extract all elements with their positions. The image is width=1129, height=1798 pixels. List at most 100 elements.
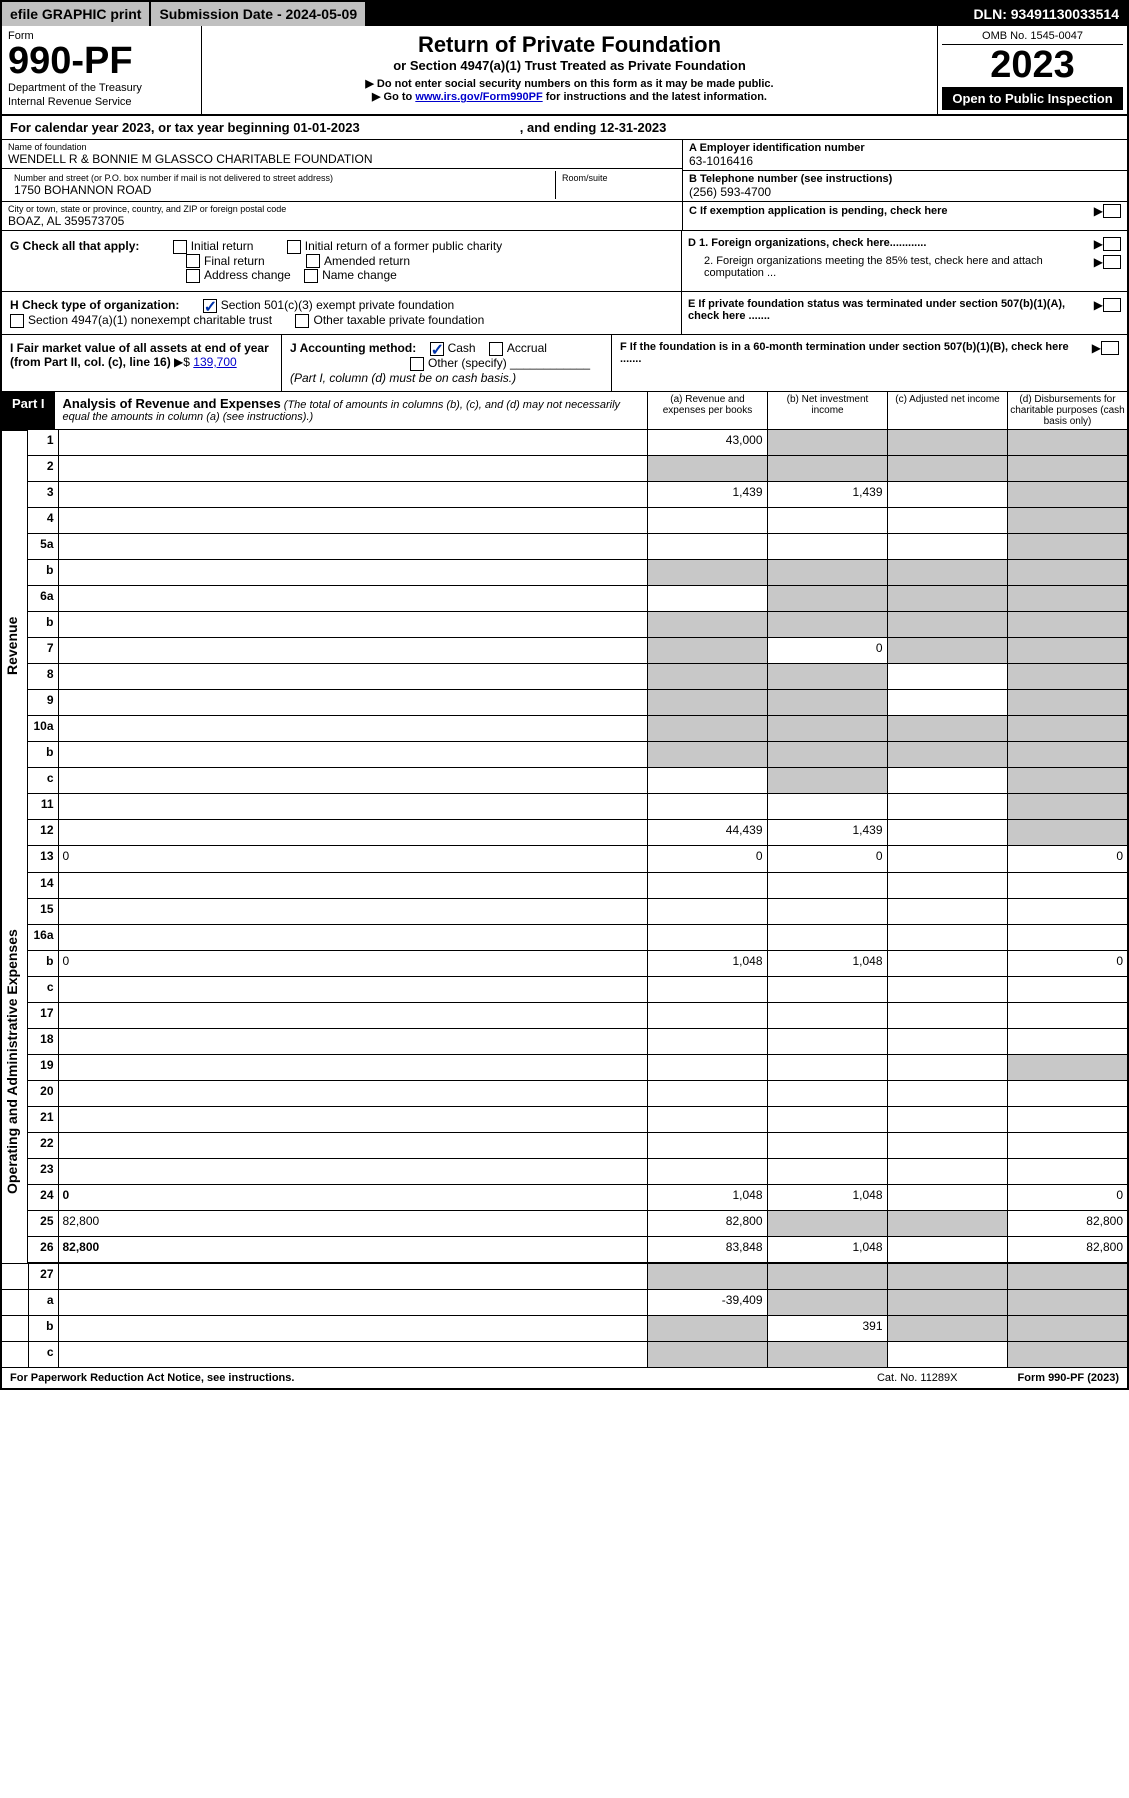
col-b-amt xyxy=(767,898,887,924)
line-number: 19 xyxy=(28,1054,58,1080)
col-b-amt: 0 xyxy=(767,638,887,664)
col-d-amt xyxy=(1007,872,1127,898)
col-a-amt: 44,439 xyxy=(647,820,767,846)
501c3-checkbox[interactable] xyxy=(203,299,217,313)
form-subtitle: or Section 4947(a)(1) Trust Treated as P… xyxy=(208,58,931,73)
col-a-amt xyxy=(647,1002,767,1028)
col-a-amt xyxy=(647,1263,767,1289)
col-a-amt xyxy=(647,534,767,560)
col-d-amt xyxy=(1007,768,1127,794)
line-desc xyxy=(58,586,647,612)
line-desc xyxy=(58,612,647,638)
line-number: 7 xyxy=(28,638,58,664)
line-desc xyxy=(58,1158,647,1184)
col-c-amt xyxy=(887,1132,1007,1158)
col-c-amt xyxy=(887,508,1007,534)
col-d-amt: 82,800 xyxy=(1007,1236,1127,1262)
open-public: Open to Public Inspection xyxy=(942,87,1123,110)
amended-checkbox[interactable] xyxy=(306,254,320,268)
opex-label: Operating and Administrative Expenses xyxy=(2,860,27,1263)
fmv-value: 139,700 xyxy=(193,355,236,369)
col-b-amt: 1,048 xyxy=(767,950,887,976)
col-c-amt xyxy=(887,950,1007,976)
table-row: b xyxy=(28,560,1127,586)
line-number: 17 xyxy=(28,1002,58,1028)
col-c-amt xyxy=(887,794,1007,820)
line-number: 16a xyxy=(28,924,58,950)
final-return-checkbox[interactable] xyxy=(186,254,200,268)
initial-public-checkbox[interactable] xyxy=(287,240,301,254)
col-d-amt: 0 xyxy=(1007,950,1127,976)
col-c-amt xyxy=(887,820,1007,846)
line-number: c xyxy=(28,1341,58,1367)
col-c-amt xyxy=(887,1315,1007,1341)
submission-date: Submission Date - 2024-05-09 xyxy=(151,2,367,26)
g-label: G Check all that apply: xyxy=(10,239,139,253)
col-c-amt xyxy=(887,1341,1007,1367)
col-a-amt xyxy=(647,508,767,534)
address-change-checkbox[interactable] xyxy=(186,269,200,283)
col-b-amt xyxy=(767,1263,887,1289)
col-d-amt xyxy=(1007,430,1127,456)
irs-link[interactable]: www.irs.gov/Form990PF xyxy=(415,91,542,103)
col-c-amt xyxy=(887,898,1007,924)
part1-label: Part I xyxy=(2,392,55,429)
h-opt2: Section 4947(a)(1) nonexempt charitable … xyxy=(28,313,272,327)
col-d-amt xyxy=(1007,1263,1127,1289)
col-c-amt xyxy=(887,1080,1007,1106)
calyear-end: , and ending 12-31-2023 xyxy=(520,120,667,135)
col-d-amt: 0 xyxy=(1007,1184,1127,1210)
line-number: c xyxy=(28,976,58,1002)
line-desc xyxy=(58,482,647,508)
col-d-amt xyxy=(1007,586,1127,612)
cash-checkbox[interactable] xyxy=(430,342,444,356)
h-opt1: Section 501(c)(3) exempt private foundat… xyxy=(221,298,454,312)
col-c-amt xyxy=(887,1158,1007,1184)
other-taxable-checkbox[interactable] xyxy=(295,314,309,328)
col-c-amt xyxy=(887,924,1007,950)
note-ssn: ▶ Do not enter social security numbers o… xyxy=(208,77,931,90)
line-number: 24 xyxy=(28,1184,58,1210)
col-d-amt xyxy=(1007,664,1127,690)
g-opt-address: Address change xyxy=(204,268,291,282)
line-number: 13 xyxy=(28,846,58,872)
col-d-amt xyxy=(1007,716,1127,742)
accrual-checkbox[interactable] xyxy=(489,342,503,356)
table-row: 19 xyxy=(28,1054,1127,1080)
col-a-head: (a) Revenue and expenses per books xyxy=(647,392,767,429)
table-row: 17 xyxy=(28,1002,1127,1028)
initial-return-checkbox[interactable] xyxy=(173,240,187,254)
col-c-amt xyxy=(887,638,1007,664)
f-checkbox[interactable] xyxy=(1101,341,1119,355)
col-d-amt xyxy=(1007,482,1127,508)
table-row: 2582,80082,80082,800 xyxy=(28,1210,1127,1236)
col-c-amt xyxy=(887,430,1007,456)
dept-irs: Internal Revenue Service xyxy=(8,96,195,108)
col-b-amt xyxy=(767,768,887,794)
other-method-checkbox[interactable] xyxy=(410,357,424,371)
col-b-amt xyxy=(767,664,887,690)
table-row: 18 xyxy=(28,1028,1127,1054)
table-row: 9 xyxy=(28,690,1127,716)
exemption-checkbox[interactable] xyxy=(1103,204,1121,218)
col-b-amt: 1,439 xyxy=(767,482,887,508)
col-b-amt xyxy=(767,872,887,898)
col-d-amt xyxy=(1007,794,1127,820)
net-table: 27a-39,409b391c xyxy=(2,1263,1127,1368)
line-number: 23 xyxy=(28,1158,58,1184)
d1-checkbox[interactable] xyxy=(1103,237,1121,251)
line-desc: 82,800 xyxy=(58,1210,647,1236)
topbar: efile GRAPHIC print Submission Date - 20… xyxy=(2,2,1127,26)
col-d-amt xyxy=(1007,638,1127,664)
name-change-checkbox[interactable] xyxy=(304,269,318,283)
d2-checkbox[interactable] xyxy=(1103,255,1121,269)
expense-table: 130000141516ab01,0481,0480c1718192021222… xyxy=(28,846,1127,1263)
col-c-amt xyxy=(887,1236,1007,1262)
line-number: a xyxy=(28,1289,58,1315)
e-checkbox[interactable] xyxy=(1103,298,1121,312)
line-number: b xyxy=(28,560,58,586)
line-desc xyxy=(58,1263,647,1289)
j-accrual: Accrual xyxy=(507,341,547,355)
col-b-amt xyxy=(767,1002,887,1028)
4947-checkbox[interactable] xyxy=(10,314,24,328)
